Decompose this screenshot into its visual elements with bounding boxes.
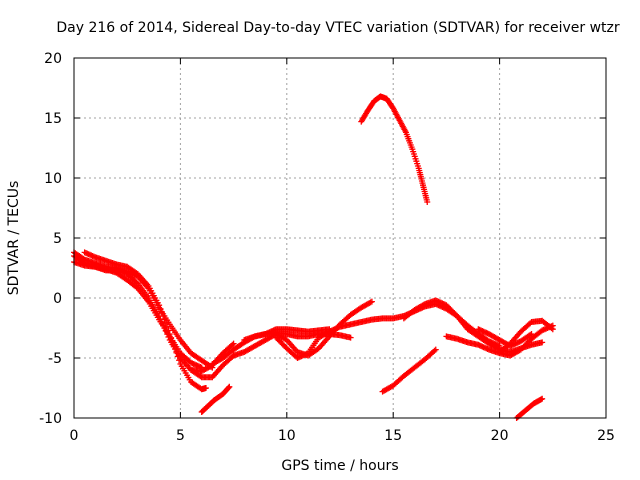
- data-point: [158, 309, 165, 316]
- x-tick-label: 15: [384, 428, 402, 444]
- series-arc-14: [443, 322, 556, 359]
- y-tick-label: 20: [44, 51, 62, 67]
- data-point: [165, 327, 172, 334]
- y-tick-label: 15: [44, 111, 62, 127]
- series-arc-11: [358, 93, 431, 205]
- series-arc-15: [475, 326, 535, 349]
- data-point: [168, 334, 175, 341]
- data-point: [156, 302, 163, 309]
- data-point: [172, 346, 179, 352]
- data-point: [347, 334, 354, 341]
- data-point: [521, 342, 528, 349]
- data-point: [197, 373, 204, 380]
- data-point: [229, 341, 236, 348]
- data-point: [548, 325, 555, 332]
- data-point: [539, 339, 546, 346]
- data-point: [528, 331, 535, 337]
- data-point: [281, 342, 288, 349]
- chart-title: Day 216 of 2014, Sidereal Day-to-day VTE…: [56, 20, 620, 36]
- y-tick-label: -5: [48, 351, 62, 367]
- data-point: [420, 301, 427, 308]
- y-tick-label: 0: [53, 291, 62, 307]
- series-arc-5: [198, 383, 233, 415]
- data-point: [133, 284, 140, 291]
- data-point: [176, 357, 183, 364]
- data-point: [431, 347, 438, 354]
- series-arc-12: [379, 346, 439, 395]
- data-point: [173, 349, 180, 356]
- series-arc-3: [71, 259, 205, 371]
- ticks: 0 5 10 15 20 25 -10 -5 0 5 10 15 20: [39, 51, 615, 444]
- x-axis-label: GPS time / hours: [281, 458, 398, 474]
- data-point: [226, 383, 233, 390]
- data-point: [443, 302, 450, 309]
- data-point: [527, 331, 534, 338]
- y-tick-label: 5: [53, 231, 62, 247]
- series-arc-17: [513, 395, 546, 421]
- data-point: [174, 353, 181, 360]
- plot-frame: [73, 57, 607, 419]
- x-tick-label: 25: [597, 428, 615, 444]
- data-point: [166, 331, 173, 337]
- data-point: [432, 346, 439, 353]
- data-point: [274, 335, 281, 342]
- data-point: [539, 395, 546, 402]
- data-point: [160, 313, 167, 319]
- data-point: [157, 305, 164, 312]
- series-arc-16: [496, 317, 556, 355]
- data-point: [164, 323, 171, 330]
- data-point: [424, 199, 431, 205]
- y-axis-label: SDTVAR / TECUs: [6, 181, 22, 296]
- data-point: [368, 298, 375, 305]
- series-arc-8: [230, 298, 375, 359]
- data-point: [230, 340, 237, 347]
- x-tick-label: 5: [176, 428, 185, 444]
- data-point: [161, 316, 168, 323]
- y-tick-label: -10: [39, 411, 62, 427]
- series-arc-9: [241, 326, 333, 343]
- x-tick-label: 0: [70, 428, 79, 444]
- x-tick-label: 10: [278, 428, 296, 444]
- data-point: [169, 338, 176, 345]
- data-point: [450, 308, 457, 315]
- x-tick-label: 20: [491, 428, 509, 444]
- data-point: [225, 384, 232, 391]
- y-tick-label: 10: [44, 171, 62, 187]
- data-point: [202, 385, 209, 391]
- data-point: [162, 320, 169, 327]
- series-arc-4: [81, 249, 209, 393]
- data-point: [549, 326, 556, 333]
- data-point: [170, 342, 177, 349]
- plot-area: [71, 93, 556, 421]
- grid: [74, 58, 606, 418]
- data-point: [367, 299, 374, 306]
